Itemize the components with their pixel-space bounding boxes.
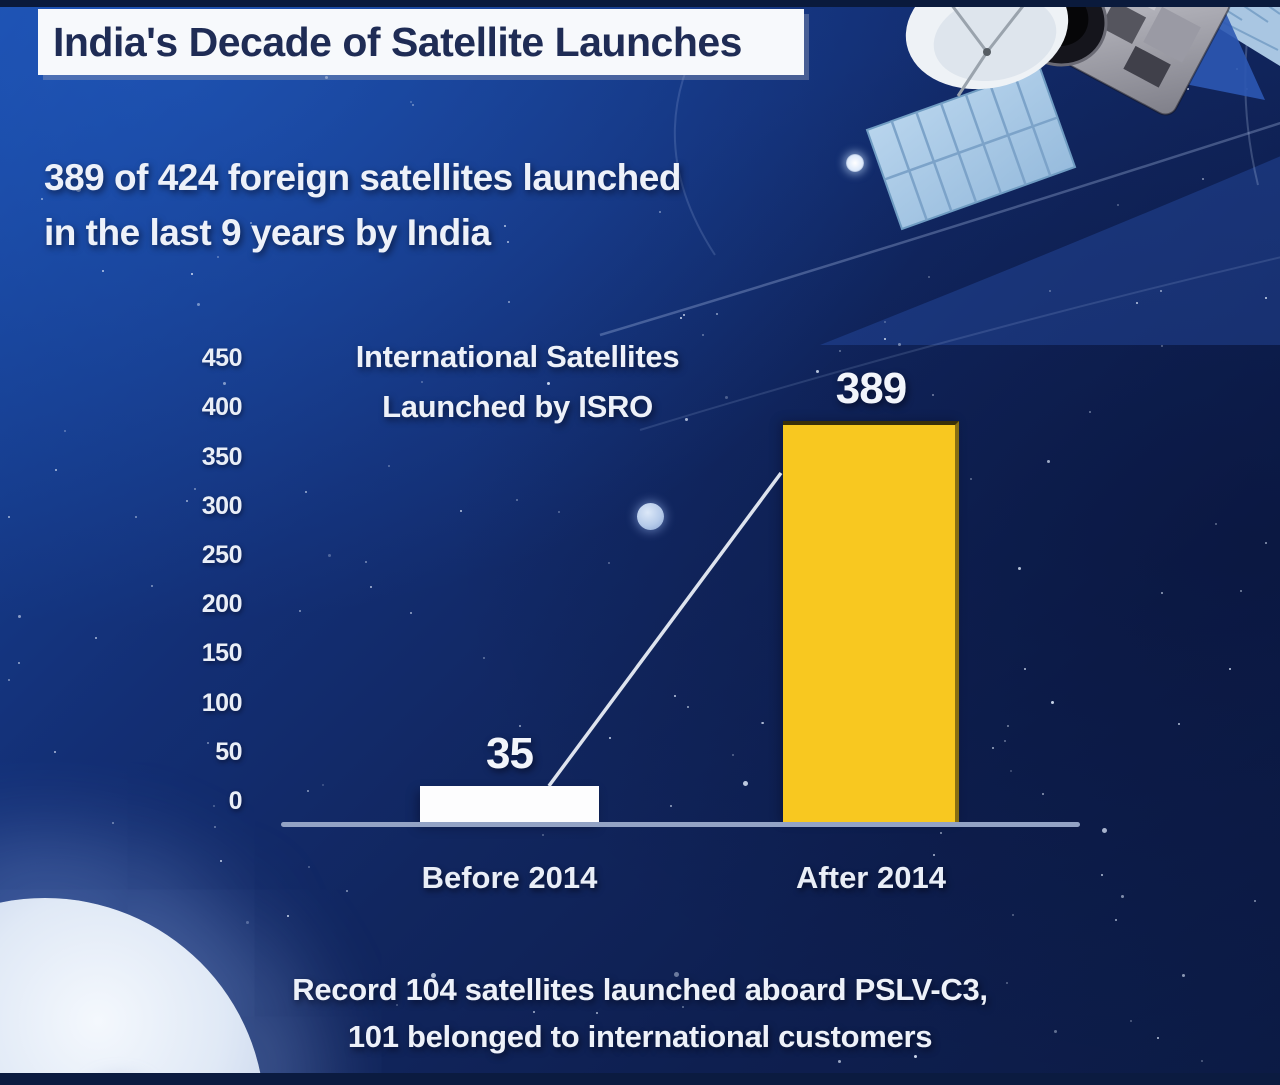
- title-banner: India's Decade of Satellite Launches: [38, 9, 804, 75]
- footer-note: Record 104 satellites launched aboard PS…: [140, 966, 1140, 1060]
- subtitle: 389 of 424 foreign satellites launched i…: [44, 150, 681, 260]
- y-axis-tick-label: 150: [201, 639, 243, 668]
- x-axis-line: [281, 822, 1080, 827]
- y-axis-tick-label: 0: [228, 787, 243, 815]
- page-title: India's Decade of Satellite Launches: [53, 19, 742, 65]
- star-glow-icon: [846, 154, 864, 172]
- y-axis-tick-label: 350: [201, 442, 243, 471]
- y-axis-tick-label: 400: [201, 393, 243, 422]
- chart-title: International Satellites Launched by ISR…: [290, 332, 745, 432]
- y-axis-tick-label: 200: [201, 590, 243, 619]
- y-axis-tick-label: 250: [201, 541, 243, 569]
- x-axis-category-label: Before 2014: [421, 860, 598, 895]
- chart-title-line-1: International Satellites: [355, 339, 680, 374]
- bottom-edge-strip: [0, 1073, 1280, 1085]
- bar-after-2014: [783, 421, 959, 822]
- y-axis-tick-label: 450: [201, 344, 243, 373]
- footer-line-1: Record 104 satellites launched aboard PS…: [292, 972, 988, 1007]
- y-axis-tick-label: 300: [201, 491, 243, 520]
- y-axis-tick-label: 50: [215, 737, 242, 766]
- chart-title-line-2: Launched by ISRO: [382, 389, 653, 424]
- bar-value-label: 35: [486, 729, 534, 778]
- subtitle-line-1: 389 of 424 foreign satellites launched: [44, 157, 681, 198]
- x-axis-category-label: After 2014: [796, 860, 946, 895]
- bar-before-2014: [420, 786, 599, 822]
- subtitle-line-2: in the last 9 years by India: [44, 212, 491, 253]
- footer-line-2: 101 belonged to international customers: [347, 1019, 933, 1054]
- y-axis-tick-label: 100: [201, 688, 243, 717]
- bar-value-label: 389: [835, 364, 907, 413]
- top-edge-strip: [0, 0, 1280, 7]
